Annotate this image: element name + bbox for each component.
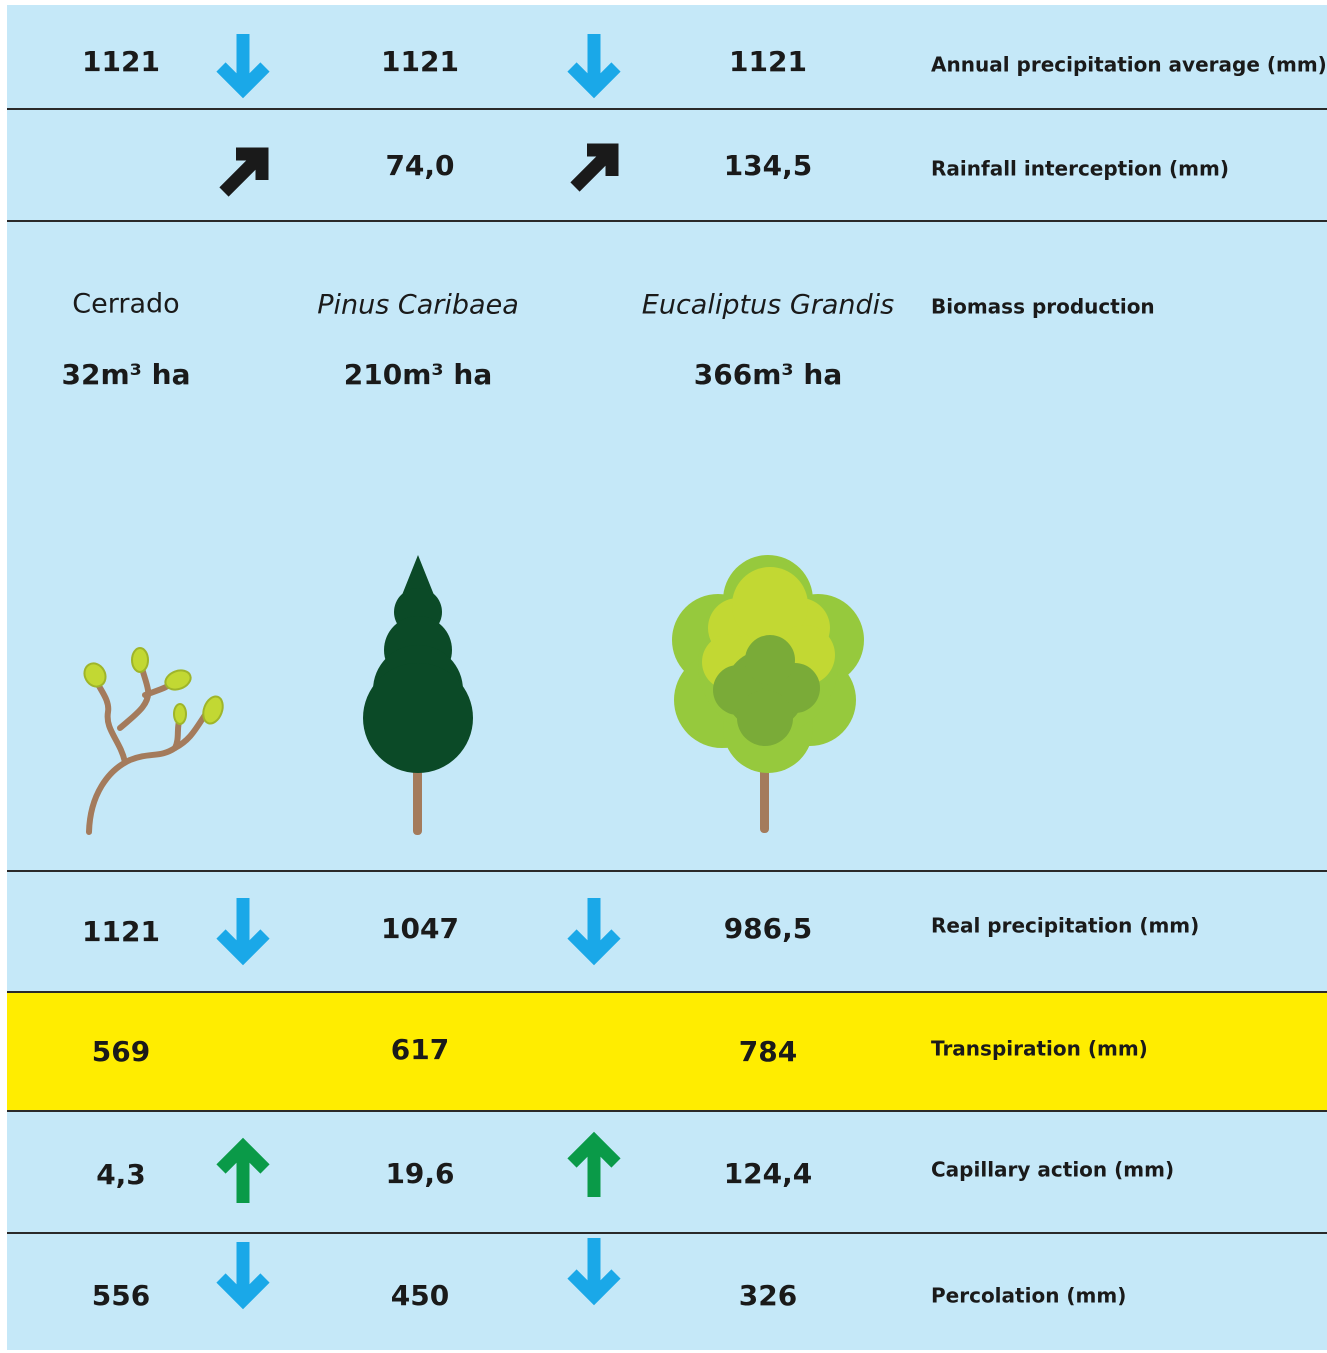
cell: 1121: [82, 45, 160, 78]
cell: 1121: [381, 45, 459, 78]
cell: 1121: [729, 45, 807, 78]
arrow-down: [567, 1238, 621, 1306]
crown-inner: [713, 635, 820, 746]
cell: 986,5: [724, 912, 813, 945]
leaf: [202, 695, 224, 725]
cell: 74,0: [385, 149, 454, 182]
arrow-up: [216, 1137, 270, 1203]
species-volume: 366m³ ha: [694, 358, 842, 391]
row-label: Capillary action (mm): [931, 1158, 1174, 1182]
species-name: Pinus Caribaea: [317, 290, 519, 321]
eucalyptus-icon: [672, 555, 864, 833]
arrows: [216, 34, 621, 1310]
background: [7, 5, 1327, 1350]
arrow-down: [216, 34, 270, 99]
row-label: Annual precipitation average (mm): [931, 53, 1327, 77]
arrow-diagonal: [219, 147, 269, 197]
row-label: Rainfall interception (mm): [931, 157, 1229, 181]
cell: 326: [739, 1279, 797, 1312]
pine-icon: [363, 555, 473, 835]
arrow-diagonal: [570, 143, 619, 192]
cerrado-icon: [83, 647, 224, 835]
arrow-down: [216, 898, 270, 966]
row-label: Percolation (mm): [931, 1284, 1126, 1308]
highlight-band: [7, 992, 1327, 1111]
arrow-down: [567, 34, 621, 99]
leaf: [164, 669, 192, 691]
cell: 1047: [381, 912, 459, 945]
branch: [86, 712, 208, 835]
row-label: Biomass production: [931, 295, 1155, 319]
leaf: [131, 647, 149, 673]
cell: 556: [92, 1279, 150, 1312]
rules: [7, 108, 1327, 1234]
cell: 124,4: [724, 1157, 813, 1190]
arrow-down: [567, 898, 621, 966]
arrow-down: [216, 1242, 270, 1310]
cell: 617: [391, 1033, 449, 1066]
branch: [93, 677, 128, 765]
species-volume: 210m³ ha: [344, 358, 492, 391]
cell: 4,3: [96, 1158, 146, 1191]
leaf: [83, 662, 107, 688]
cell: 19,6: [385, 1157, 454, 1190]
species-name: Cerrado: [72, 289, 179, 320]
cell: 569: [92, 1035, 150, 1068]
species-name: Eucaliptus Grandis: [642, 290, 894, 321]
arrow-up: [567, 1131, 621, 1197]
row-label: Transpiration (mm): [931, 1037, 1148, 1061]
crown: [363, 663, 473, 773]
cell: 450: [391, 1279, 449, 1312]
species-volume: 32m³ ha: [62, 358, 191, 391]
leaf: [173, 703, 187, 725]
row-label: Real precipitation (mm): [931, 914, 1199, 938]
cell: 1121: [82, 915, 160, 948]
cell: 784: [739, 1035, 797, 1068]
cell: 134,5: [724, 149, 813, 182]
